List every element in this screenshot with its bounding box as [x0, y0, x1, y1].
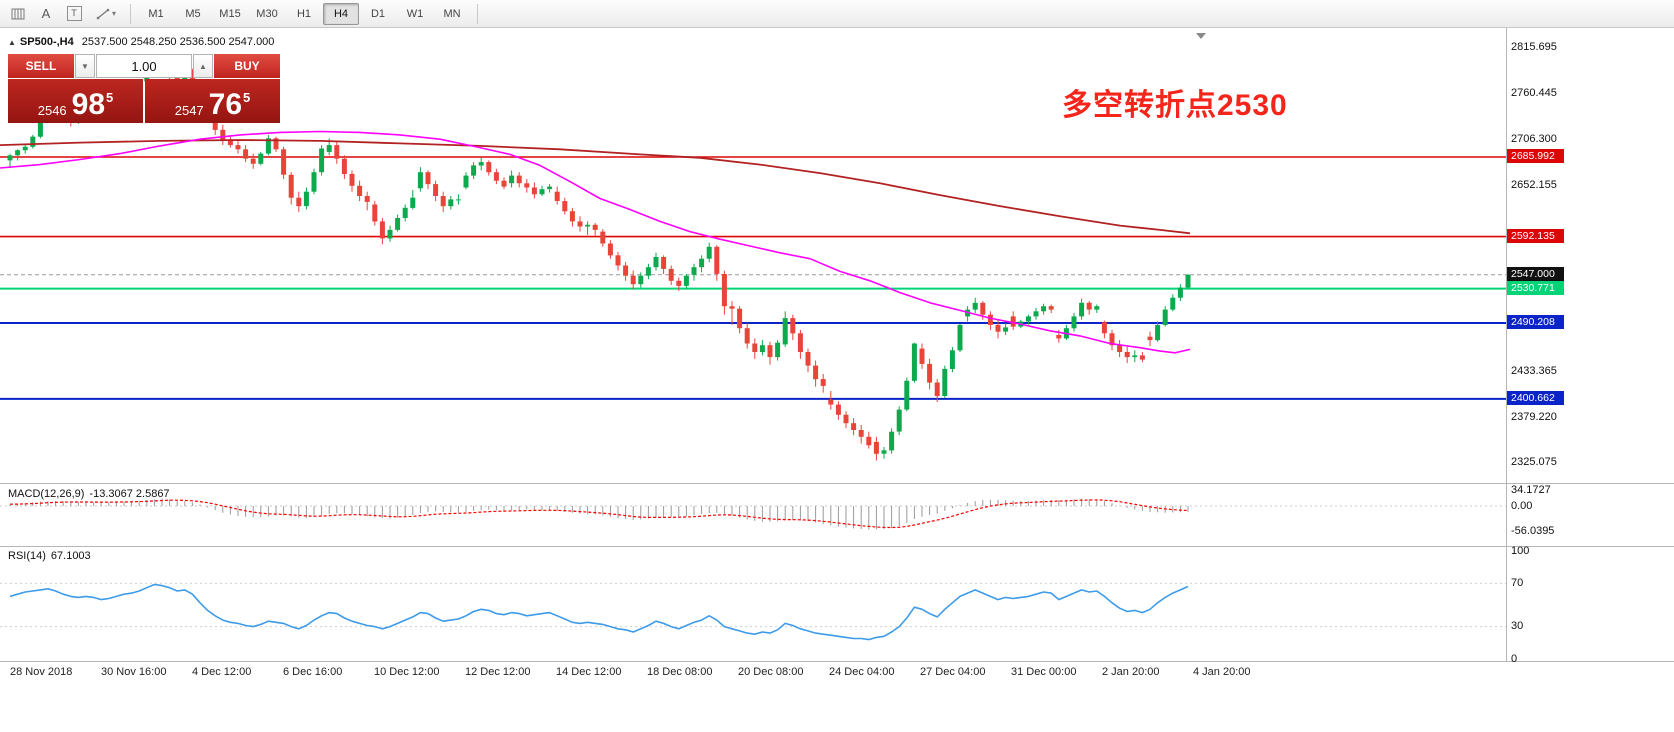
price-line-tag-2530.771[interactable]: 2530.771: [1507, 281, 1564, 296]
macd-signal-line: [9, 499, 1189, 529]
price-axis-label: 2652.155: [1511, 179, 1557, 192]
macd-rsi-divider[interactable]: [0, 546, 1674, 547]
date-axis-label[interactable]: 14 Dec 12:00: [556, 666, 622, 678]
toolbar-separator: [130, 3, 131, 24]
date-axis-label[interactable]: 6 Dec 16:00: [283, 666, 343, 678]
text-box-tool-icon[interactable]: T: [61, 2, 87, 26]
date-axis-label[interactable]: 12 Dec 12:00: [465, 666, 531, 678]
date-axis-label[interactable]: 28 Nov 2018: [10, 666, 73, 678]
ma-slow-line: [0, 139, 1191, 235]
rsi-dateaxis-divider: [0, 661, 1674, 662]
toolbar-separator: [477, 3, 478, 24]
buy-button[interactable]: BUY: [214, 54, 280, 78]
date-axis-label[interactable]: 27 Dec 04:00: [920, 666, 986, 678]
timeframe-m1-button[interactable]: M1: [148, 7, 164, 20]
price-axis-label: 2760.445: [1511, 87, 1557, 100]
buy-quote-button[interactable]: 2547 76 5: [145, 79, 280, 123]
volume-increase-button[interactable]: ▲: [193, 54, 213, 78]
candles: [7, 60, 1191, 461]
ma-fast-line: [0, 130, 1191, 354]
one-click-trade-panel: SELL ▼ 1.00 ▲ BUY 2546 98 5 2547 76 5: [8, 54, 280, 123]
price-line-tag-2400.662[interactable]: 2400.662: [1507, 391, 1564, 406]
price-axis-label: 2706.300: [1511, 133, 1557, 146]
rsi-axis-label: 0: [1511, 652, 1518, 665]
macd-axis-label: 34.1727: [1511, 484, 1551, 497]
rsi-axis-label: 100: [1511, 544, 1530, 557]
timeframe-w1-button[interactable]: W1: [406, 7, 424, 20]
date-axis-label[interactable]: 10 Dec 12:00: [374, 666, 440, 678]
timeframe-m5-button[interactable]: M5: [185, 7, 201, 20]
symbol-marker-icon: ▲: [8, 38, 16, 47]
timeframe-m15-button[interactable]: M15: [219, 7, 241, 20]
rsi-name: RSI(14): [8, 550, 46, 562]
macd-histogram: [9, 498, 1189, 530]
price-axis-label: 2379.220: [1511, 410, 1557, 423]
volume-decrease-button[interactable]: ▼: [75, 54, 95, 78]
macd-name: MACD(12,26,9): [8, 488, 85, 500]
sell-quote-button[interactable]: 2546 98 5: [8, 79, 143, 123]
price-line-tag-2592.135[interactable]: 2592.135: [1507, 229, 1564, 244]
sell-price-sup: 5: [106, 90, 114, 105]
chart-annotation-text[interactable]: 多空转折点2530: [1062, 89, 1288, 122]
macd-axis-label: 0.00: [1511, 499, 1533, 512]
rsi-value: 67.1003: [50, 550, 91, 562]
timeframe-h4-button[interactable]: H4: [323, 2, 359, 25]
macd-canvas[interactable]: [0, 484, 1506, 546]
rsi-canvas[interactable]: [0, 547, 1506, 661]
date-axis-label[interactable]: 18 Dec 08:00: [647, 666, 713, 678]
sell-button[interactable]: SELL: [8, 54, 74, 78]
price-axis-border: [1506, 28, 1507, 661]
price-axis-label: 2325.075: [1511, 456, 1557, 469]
timeframe-d1-button[interactable]: D1: [370, 7, 386, 20]
rsi-axis-label: 70: [1511, 576, 1524, 589]
buy-price-big: 76: [208, 88, 243, 122]
buy-price-sup: 5: [243, 90, 251, 105]
date-axis-label[interactable]: 4 Jan 20:00: [1193, 666, 1251, 678]
grid-pattern-icon[interactable]: [5, 2, 31, 26]
sell-price-big: 98: [71, 88, 106, 122]
macd-axis-label: -56.0395: [1511, 524, 1555, 537]
date-axis-label[interactable]: 2 Jan 20:00: [1102, 666, 1160, 678]
rsi-axis-label: 30: [1511, 620, 1524, 633]
buy-price-small: 2547: [174, 102, 204, 118]
price-line-tag-2685.992[interactable]: 2685.992: [1507, 149, 1564, 164]
macd-values: -13.3067 2.5867: [89, 488, 170, 500]
rsi-indicator-label: RSI(14) 67.1003: [8, 550, 91, 562]
macd-indicator-label: MACD(12,26,9) -13.3067 2.5867: [8, 488, 170, 500]
rsi-line: [9, 583, 1189, 641]
grid-pattern-glyph: [11, 8, 25, 19]
sell-price-small: 2546: [37, 102, 67, 118]
line-tools-icon[interactable]: ▾: [89, 2, 123, 26]
date-axis-label[interactable]: 24 Dec 04:00: [829, 666, 895, 678]
text-box-glyph: T: [66, 6, 82, 21]
trendline-glyph: [96, 8, 110, 19]
current-price-tag: 2547.000: [1507, 267, 1564, 282]
date-axis-label[interactable]: 20 Dec 08:00: [738, 666, 804, 678]
symbol-title: ▲ SP500-,H4 2537.500 2548.250 2536.500 254…: [8, 36, 274, 48]
timeframe-buttons: M1 M5 M15 M30 H1 H4 D1 W1 MN: [138, 2, 470, 25]
symbol-name: SP500-,H4: [19, 36, 74, 48]
timeframe-mn-button[interactable]: MN: [443, 7, 461, 20]
date-axis-label[interactable]: 4 Dec 12:00: [192, 666, 252, 678]
price-chart-canvas[interactable]: [0, 28, 1506, 483]
date-axis-label[interactable]: 30 Nov 16:00: [101, 666, 167, 678]
timeframe-h1-button[interactable]: H1: [296, 7, 312, 20]
toolbar: A T ▾ M1 M5 M15 M30 H1 H4 D1 W1 MN: [0, 0, 1674, 28]
volume-input[interactable]: 1.00: [96, 54, 192, 78]
text-label-tool-icon[interactable]: A: [41, 6, 51, 21]
chevron-down-icon: ▾: [111, 9, 116, 18]
ohlc-readout: 2537.500 2548.250 2536.500 2547.000: [81, 36, 275, 48]
timeframe-m30-button[interactable]: M30: [256, 7, 278, 20]
price-axis-label: 2433.365: [1511, 364, 1557, 377]
price-line-tag-2490.208[interactable]: 2490.208: [1507, 315, 1564, 330]
price-macd-divider[interactable]: [0, 483, 1674, 484]
chart-shift-marker-icon[interactable]: [1196, 33, 1206, 39]
date-axis-label[interactable]: 31 Dec 00:00: [1011, 666, 1077, 678]
price-axis-label: 2815.695: [1511, 40, 1557, 53]
